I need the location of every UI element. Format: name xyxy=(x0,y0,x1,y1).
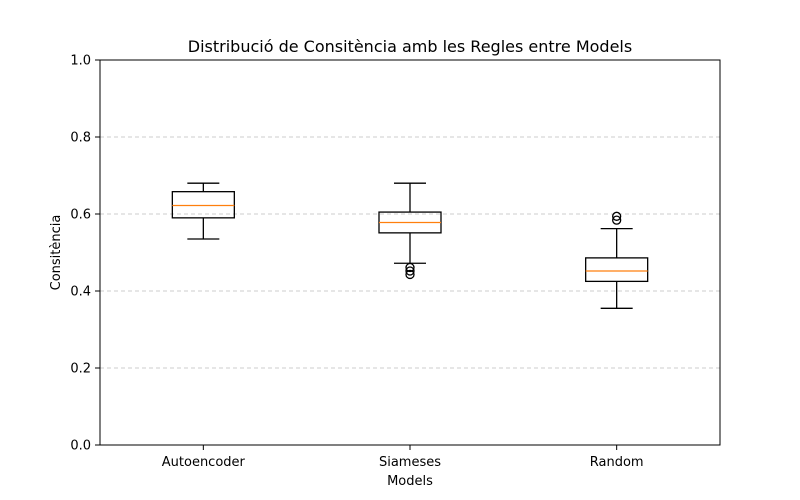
grid-lines xyxy=(100,136,720,369)
y-tick-label: 0.2 xyxy=(70,362,91,377)
y-tick-label: 0.6 xyxy=(70,208,91,223)
y-tick-label: 0.4 xyxy=(70,285,91,300)
x-axis: Autoencoder Siameses Random xyxy=(162,445,644,470)
outlier-point xyxy=(612,215,622,225)
y-tick-label: 0.0 xyxy=(70,439,91,454)
box-iqr xyxy=(585,257,649,283)
x-tick-label: Random xyxy=(590,455,644,470)
box-random xyxy=(585,211,649,309)
outlier-point xyxy=(612,211,622,221)
outlier-point xyxy=(405,266,415,276)
y-axis-label: Consitència xyxy=(49,215,64,291)
x-tick-label: Siameses xyxy=(379,455,441,470)
chart-title: Distribució de Consitència amb les Regle… xyxy=(188,37,632,56)
box-series xyxy=(171,182,649,309)
x-axis-label: Models xyxy=(387,474,433,489)
x-tick-label: Autoencoder xyxy=(162,455,246,470)
y-axis: 0.0 0.2 0.4 0.6 0.8 1.0 xyxy=(70,54,100,454)
y-tick-label: 0.8 xyxy=(70,131,91,146)
y-tick-label: 1.0 xyxy=(70,54,91,69)
box-siameses xyxy=(378,182,442,280)
box-iqr xyxy=(171,191,235,219)
outlier-point xyxy=(405,269,415,280)
outlier-point xyxy=(405,262,415,273)
box-autoencoder xyxy=(171,182,235,240)
